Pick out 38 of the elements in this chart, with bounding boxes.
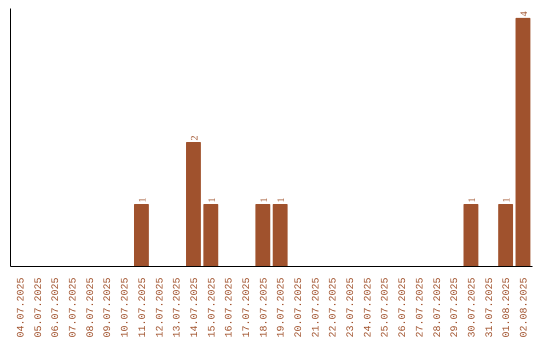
data-label: 1 <box>276 197 288 202</box>
x-tick-label: 30.07.2025 <box>467 277 478 338</box>
x-tick-label: 13.07.2025 <box>172 277 184 338</box>
data-label: 1 <box>206 197 218 202</box>
x-tick-label: 18.07.2025 <box>259 277 270 338</box>
data-label: 4 <box>518 11 530 16</box>
x-tick-label: 20.07.2025 <box>294 277 306 338</box>
x-tick-label: 17.07.2025 <box>242 277 253 338</box>
x-tick-label: 14.07.2025 <box>190 277 201 338</box>
x-tick-label: 08.07.2025 <box>86 277 97 338</box>
x-tick-label: 24.07.2025 <box>363 277 374 338</box>
x-tick-label: 01.08.2025 <box>502 277 514 338</box>
x-tick-label: 28.07.2025 <box>432 277 444 338</box>
x-tick-label: 29.07.2025 <box>450 277 462 338</box>
x-tick-label: 02.08.2025 <box>519 277 530 338</box>
data-label: 1 <box>502 197 513 202</box>
x-tick-label: 09.07.2025 <box>103 277 114 338</box>
x-tick-label: 04.07.2025 <box>16 277 28 338</box>
x-tick-label: 07.07.2025 <box>68 277 80 338</box>
x-tick-label: 15.07.2025 <box>207 277 218 338</box>
x-tick-label: 31.07.2025 <box>484 277 496 338</box>
x-tick-label: 06.07.2025 <box>51 277 62 338</box>
data-label: 2 <box>189 135 200 140</box>
x-tick-label: 11.07.2025 <box>138 277 149 338</box>
x-tick-label: 27.07.2025 <box>415 277 426 338</box>
x-tick-label: 05.07.2025 <box>34 277 45 338</box>
data-label: 1 <box>137 197 148 202</box>
x-tick-label: 12.07.2025 <box>155 277 166 338</box>
x-tick-label: 19.07.2025 <box>276 277 288 338</box>
x-tick-label: 25.07.2025 <box>380 277 392 338</box>
x-tick-label: 23.07.2025 <box>346 277 358 338</box>
data-label: 1 <box>258 197 270 202</box>
x-tick-label: 21.07.2025 <box>311 277 322 338</box>
data-label: 1 <box>466 197 478 202</box>
x-tick-label: 26.07.2025 <box>398 277 410 338</box>
x-tick-label: 16.07.2025 <box>224 277 236 338</box>
x-tick-label: 22.07.2025 <box>328 277 340 338</box>
x-tick-label: 10.07.2025 <box>120 277 132 338</box>
